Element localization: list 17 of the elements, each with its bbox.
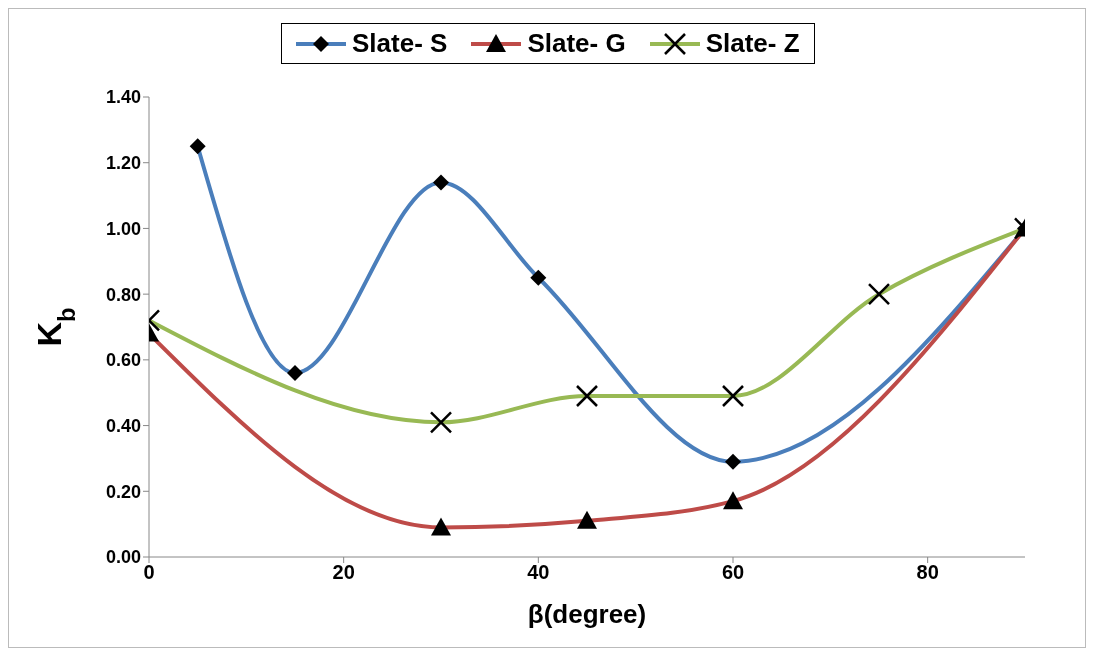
y-tick-label: 1.20 [105,153,141,174]
x-tick-label: 60 [721,561,745,584]
legend-label: Slate- Z [705,28,800,59]
y-tick-label: 0.20 [105,481,141,502]
x-tick-label: 0 [143,561,155,584]
y-tick-label: 1.00 [105,218,141,239]
x-tick-label: 20 [332,561,355,584]
legend-label: Slate- G [527,28,626,59]
y-tick-label: 0.80 [105,284,141,305]
x-axis-title: β(degree) [527,599,647,629]
y-tick-label: 0.00 [105,547,141,568]
legend-label: Slate- S [352,28,448,59]
x-tick-label: 80 [916,561,939,584]
x-tick-label: 40 [527,561,550,584]
y-tick-label: 1.40 [105,87,141,108]
y-tick-label: 0.60 [105,350,141,371]
y-tick-label: 0.40 [105,415,141,436]
